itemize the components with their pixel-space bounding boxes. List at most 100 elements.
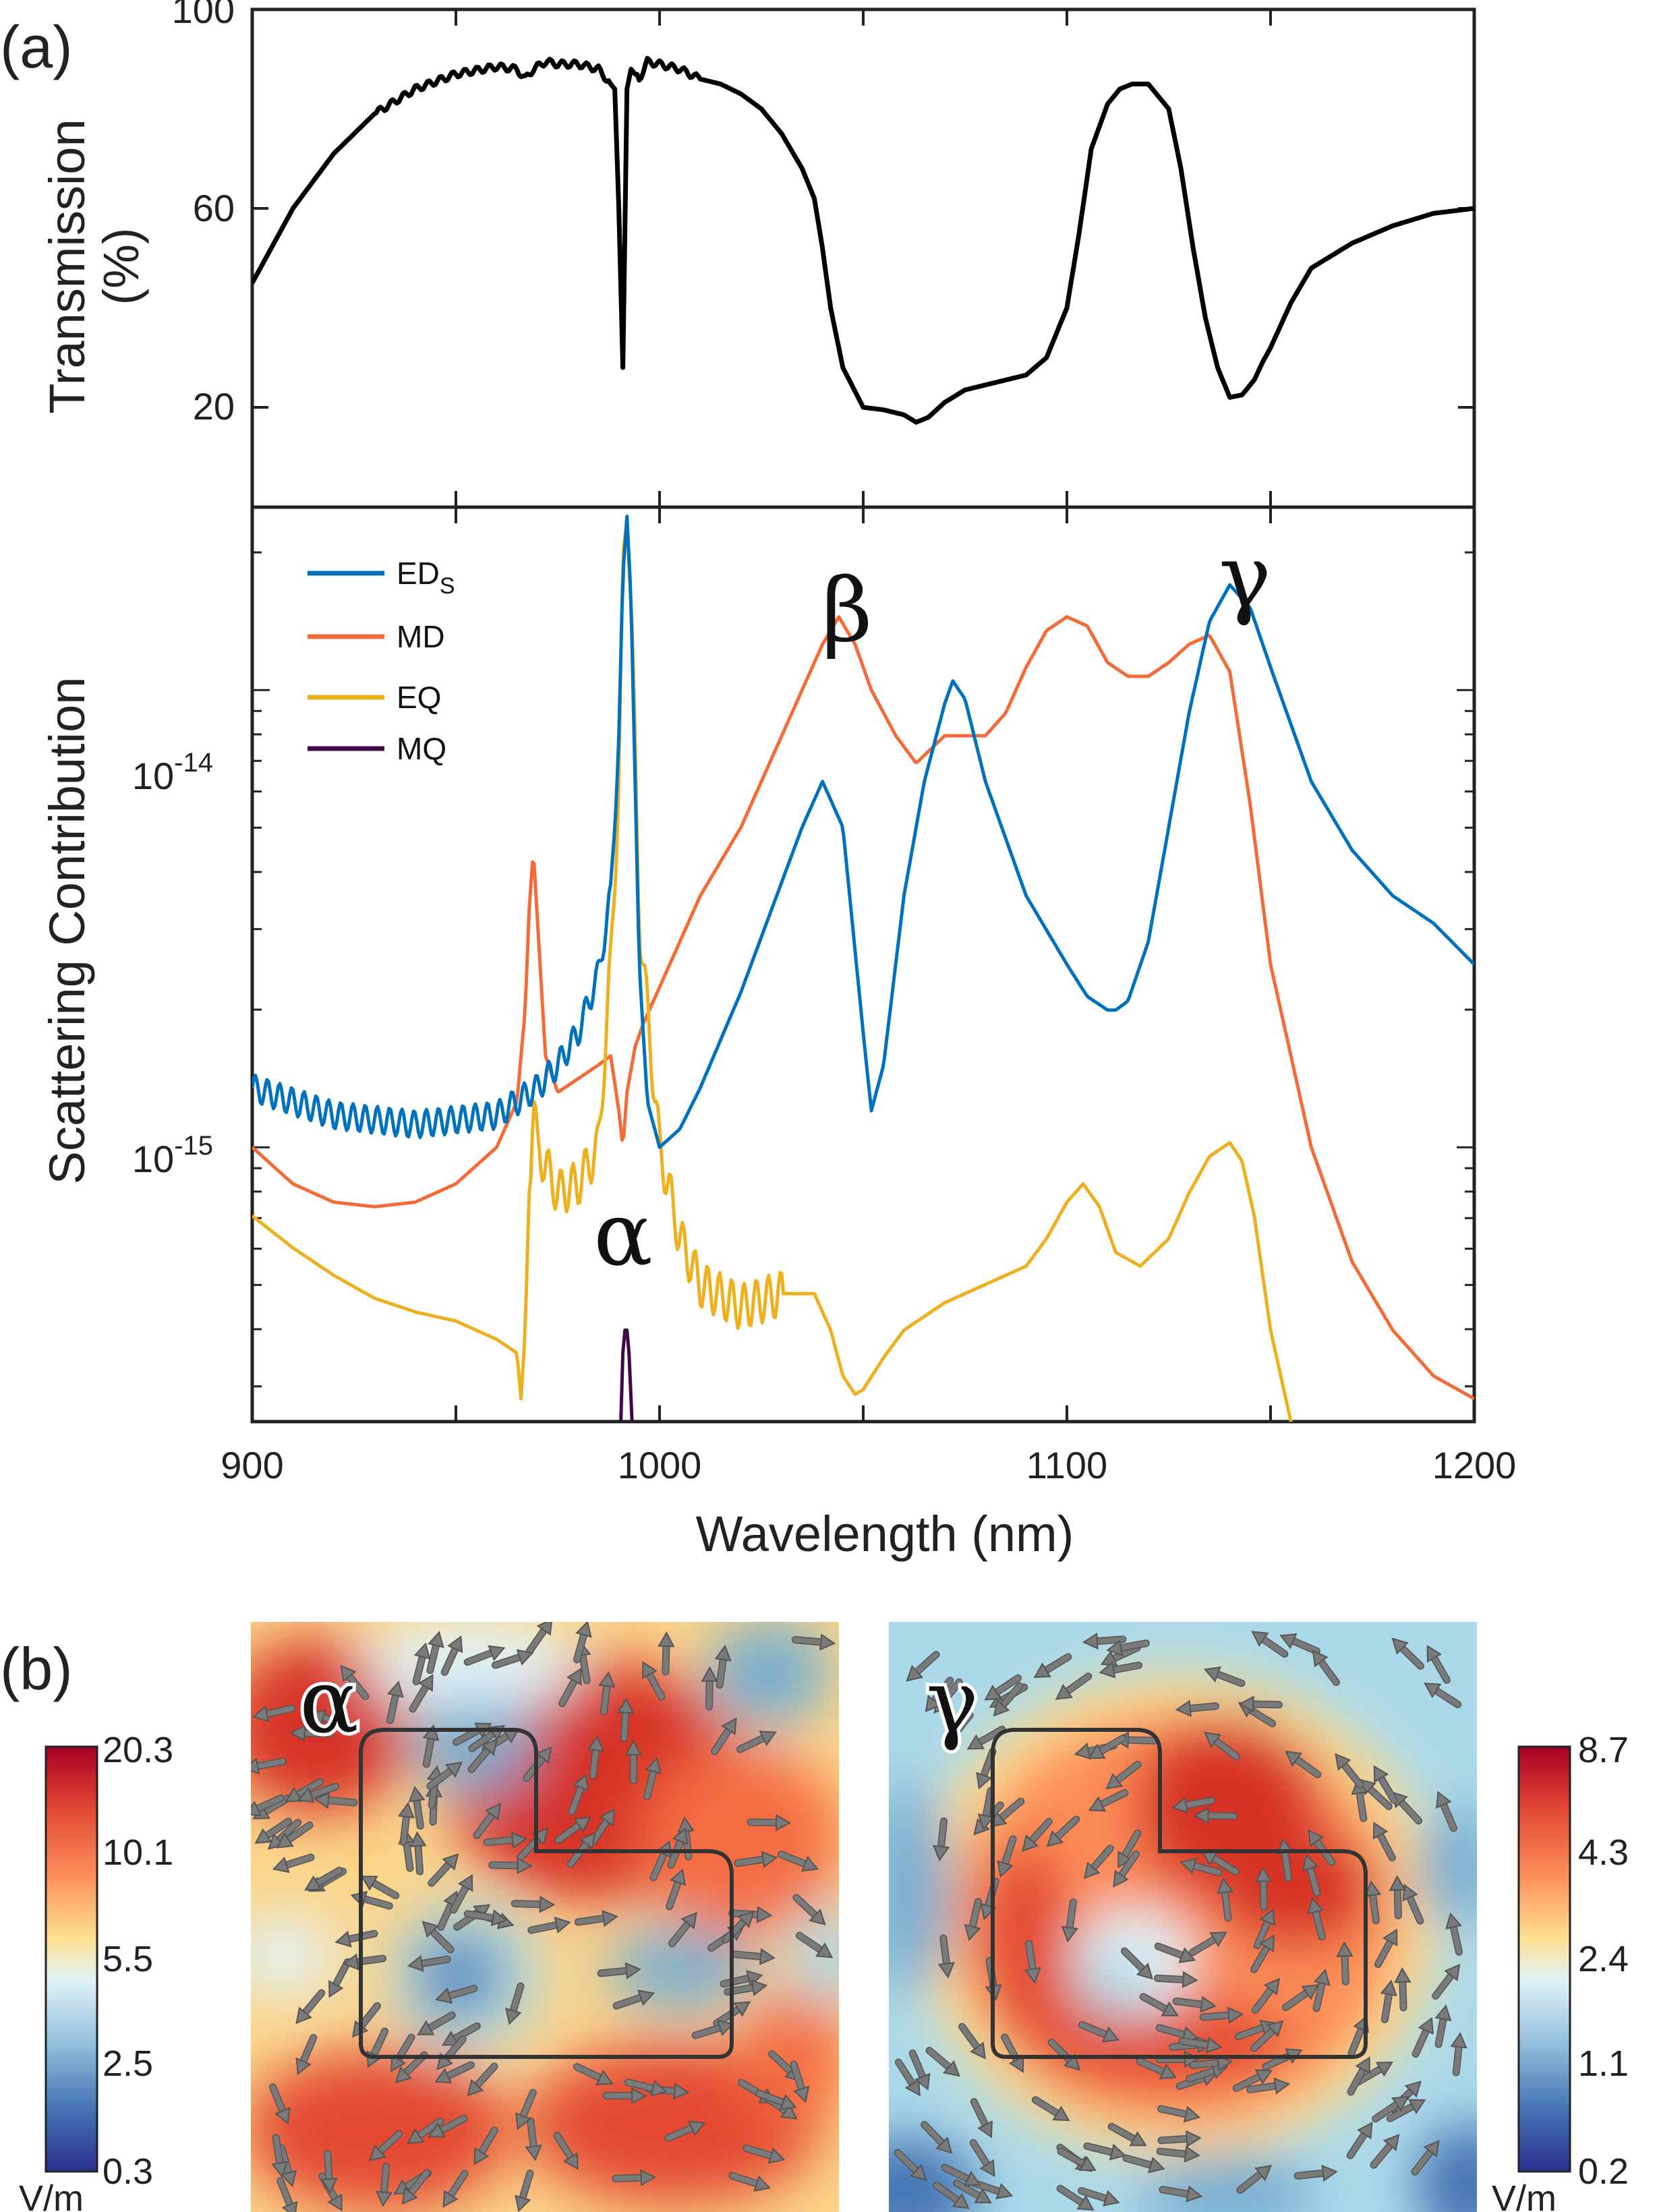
- field-arrow: [589, 1808, 615, 1846]
- field-arrow: [252, 1704, 296, 1722]
- field-arrow: [1172, 1996, 1217, 2013]
- field-arrow: [1235, 2020, 1277, 2040]
- field-arrow: [668, 1911, 697, 1948]
- field-arrow: [1364, 1880, 1382, 1925]
- field-arrow: [964, 1898, 983, 1942]
- field-arrow: [1307, 1897, 1326, 1941]
- xtick-1200: 1200: [1432, 1444, 1517, 1486]
- field-arrow: [1426, 1645, 1451, 1684]
- legend-label-eq: EQ: [397, 680, 441, 715]
- field-arrow: [421, 1921, 455, 1954]
- field-arrow: [442, 2170, 469, 2208]
- field-arrow: [467, 1738, 498, 1774]
- field-arrow: [1117, 1829, 1142, 1869]
- field-arrow: [616, 1697, 635, 1742]
- series-eq: [252, 516, 1293, 1422]
- cb-right-tick-0: 8.7: [1578, 1730, 1629, 1770]
- cb-right-tick-4: 0.2: [1578, 2151, 1629, 2192]
- field-arrow: [777, 1851, 819, 1872]
- field-arrow: [1171, 1797, 1215, 1814]
- panel-label-a: (a): [0, 13, 73, 80]
- cb-left-tick-4: 0.3: [103, 2151, 153, 2192]
- field-arrow: [711, 1717, 737, 1755]
- field-arrow: [1088, 1735, 1127, 1759]
- field-arrow: [1105, 1760, 1142, 1790]
- field-arrow: [440, 1635, 463, 1677]
- field-arrow: [313, 1791, 358, 1809]
- field-arrow: [993, 1682, 1024, 1717]
- cb-right-unit: V/m: [1492, 2178, 1556, 2212]
- field-arrow: [932, 1817, 950, 1862]
- field-arrow: [755, 2089, 797, 2111]
- field-arrow: [568, 1773, 589, 1815]
- series-mq: [619, 1328, 634, 1422]
- field-arrow: [463, 1645, 506, 1666]
- field-arrow: [1354, 2061, 1394, 2086]
- field-arrow: [658, 1631, 675, 1676]
- field-arrow: [908, 2049, 931, 2091]
- field-arrow: [1153, 1971, 1198, 1989]
- field-arrow: [1099, 1661, 1142, 1679]
- field-arrow: [894, 2149, 927, 2181]
- field-arrow: [1188, 1931, 1227, 1956]
- annotation-beta: β: [821, 559, 872, 662]
- field-arrow: [666, 1868, 687, 1911]
- field-arrow: [473, 1803, 502, 1839]
- annotation-alpha: α: [593, 1183, 653, 1285]
- field-arrow: [254, 1817, 293, 1844]
- field-arrow: [1253, 1908, 1275, 1950]
- field-arrow: [642, 1661, 666, 1701]
- field-arrow: [1139, 1993, 1179, 2016]
- ytick-60: 60: [193, 187, 235, 229]
- field-arrow: [1372, 2096, 1409, 2123]
- annotation-gamma: γ: [1219, 525, 1271, 628]
- field-arrow: [511, 1896, 556, 1913]
- transmission-ylabel-line1: Transmission: [39, 119, 95, 413]
- field-arrow: [1432, 1963, 1461, 2000]
- field-arrow: [304, 1867, 343, 1891]
- gamma-structure-outline: [991, 1728, 1368, 2059]
- cb-right-tick-2: 2.4: [1578, 1939, 1629, 1979]
- field-arrow: [525, 1622, 552, 1656]
- cb-left-tick-1: 10.1: [103, 1832, 173, 1873]
- field-arrow: [1022, 1817, 1053, 1852]
- field-arrow: [958, 2022, 987, 2060]
- field-arrow: [271, 2134, 289, 2178]
- field-arrow: [1389, 1875, 1406, 1919]
- field-arrow: [795, 1931, 834, 1958]
- field-arrow: [488, 1857, 533, 1875]
- field-arrow: [933, 2182, 970, 2209]
- field-map-alpha: α: [251, 1622, 839, 2212]
- field-arrow: [417, 2011, 456, 2036]
- field-arrow: [1236, 2165, 1273, 2194]
- field-arrow: [701, 1666, 718, 1711]
- field-arrow: [558, 1668, 582, 1708]
- field-arrow: [925, 1677, 954, 1713]
- field-arrow: [1203, 1666, 1246, 1687]
- field-arrow: [1046, 1815, 1080, 1847]
- field-arrow: [1180, 1857, 1223, 1877]
- field-arrow: [598, 1671, 616, 1716]
- transmission-ylabel-line2: (%): [93, 227, 149, 305]
- field-arrow: [272, 1853, 315, 1873]
- field-arrow: [401, 2169, 431, 2205]
- field-arrow: [407, 2117, 444, 2145]
- field-arrow: [1082, 1632, 1127, 1650]
- ytick-1e-15: 10-15: [132, 1131, 213, 1180]
- xtick-1000: 1000: [618, 1444, 702, 1486]
- field-arrow: [1078, 2021, 1120, 2043]
- field-arrow: [1251, 1631, 1289, 1658]
- field-arrow: [736, 1730, 777, 1753]
- field-map-gamma: γ: [889, 1622, 1477, 2212]
- field-arrow: [792, 1894, 826, 1926]
- field-map-gamma-label: γ: [926, 1650, 979, 1753]
- legend-label-md: MD: [397, 619, 445, 654]
- field-arrow: [1391, 1637, 1424, 1670]
- field-arrow: [295, 1989, 326, 2025]
- field-arrow: [1200, 1850, 1240, 1875]
- field-arrow: [269, 2083, 291, 2125]
- field-arrow: [643, 1757, 662, 1800]
- field-arrow: [587, 1735, 604, 1780]
- cb-left-tick-3: 2.5: [103, 2043, 153, 2084]
- field-map-alpha-label: α: [299, 1650, 359, 1753]
